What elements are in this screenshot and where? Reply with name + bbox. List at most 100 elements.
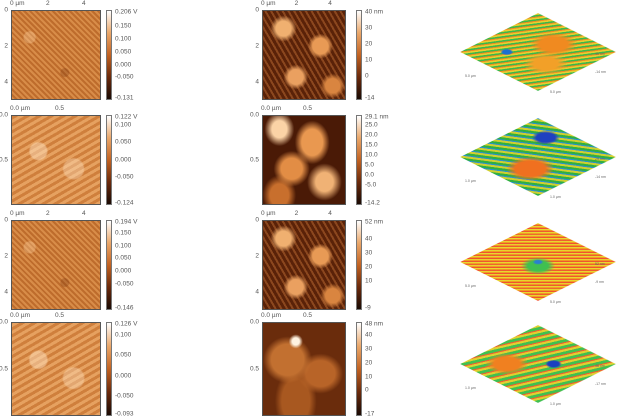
y-tick-label: 0.0 [0, 111, 8, 119]
colorbar-label: 0.000 [115, 372, 132, 380]
y-tick-label: 0.0 [0, 318, 8, 326]
height-image [262, 220, 346, 310]
x-tick-label: 0.0 µm [261, 312, 282, 319]
colorbar-label: 0.050 [115, 48, 132, 56]
y-tick-label: 0.5 [249, 365, 259, 373]
colorbar [356, 322, 362, 416]
colorbar-label: 0.100 [115, 121, 132, 129]
surface-axis-label: 29 nm [595, 157, 605, 161]
y-tick-label: 2 [4, 42, 8, 50]
colorbar-label: 0.122 V [115, 113, 138, 121]
surface-axis-label: 1.0 µm [550, 195, 561, 199]
colorbar-label: 40 [365, 331, 373, 339]
phase-image [11, 10, 101, 100]
x-tick-label: 4 [82, 210, 86, 217]
y-tick-label: 2 [255, 252, 259, 260]
colorbar-label: 15.0 [365, 141, 378, 149]
y-tick-label: 4 [4, 78, 8, 86]
surface-axis-label: -17 nm [595, 382, 606, 386]
colorbar-label: 20 [365, 263, 373, 271]
colorbar-label: 0.000 [115, 156, 132, 164]
surface-axis-label: 5.0 µm [465, 74, 476, 78]
colorbar-label: 0.050 [115, 351, 132, 359]
colorbar-label: -0.050 [115, 280, 134, 288]
colorbar-label: -14 [365, 94, 375, 102]
colorbar-label: 5.0 [365, 161, 375, 169]
colorbar-label: 20.0 [365, 131, 378, 139]
colorbar-label: 20 [365, 359, 373, 367]
colorbar-label: 40 nm [365, 8, 384, 16]
colorbar-label: 52 nm [365, 218, 384, 226]
surface-axis-label: 1.0 µm [465, 179, 476, 183]
colorbar [356, 10, 362, 100]
height-image [262, 322, 346, 416]
y-tick-label: 4 [255, 288, 259, 296]
colorbar-label: -0.146 [115, 304, 134, 312]
phase-image [11, 322, 101, 416]
y-tick-label: 0 [4, 6, 8, 14]
x-tick-label: 2 [294, 0, 299, 7]
x-tick-label: 0.5 [303, 312, 313, 319]
3d-surface [460, 118, 616, 196]
colorbar [106, 322, 112, 416]
colorbar-label: 0.050 [115, 254, 132, 262]
3d-surface [460, 325, 616, 403]
height-image [262, 10, 346, 100]
surface-axis-label: 5.0 µm [550, 90, 561, 94]
colorbar-label: 0.150 [115, 229, 132, 237]
colorbar-label: -0.050 [115, 73, 134, 81]
surface-axis-label: 5.0 µm [550, 300, 561, 304]
surface-axis-label: -14 nm [595, 70, 606, 74]
y-tick-label: 0.5 [0, 156, 8, 164]
3d-surface [460, 13, 616, 91]
height-image [262, 115, 346, 205]
surface-axis-label: -9 nm [595, 280, 604, 284]
phase-image [11, 220, 101, 310]
colorbar-label: 30 [365, 249, 373, 257]
colorbar-label: 0.126 V [115, 320, 138, 328]
x-tick-label: 2 [46, 0, 50, 7]
y-tick-label: 0 [255, 216, 259, 224]
colorbar-label: -0.093 [115, 410, 134, 418]
y-tick-label: 0.5 [0, 365, 8, 373]
colorbar-label: -0.050 [115, 173, 134, 181]
phase-image [11, 115, 101, 205]
x-tick-label: 4 [82, 0, 86, 7]
surface-axis-label: 1.0 µm [550, 402, 561, 406]
y-tick-label: 0.0 [249, 111, 259, 119]
3d-surface-panel: 52 nm -9 nm 5.0 µm 5.0 µm [455, 212, 620, 312]
surface-axis-label: 1.0 µm [465, 386, 476, 390]
3d-surface-panel: 29 nm -14 nm 1.0 µm 1.0 µm [455, 107, 620, 207]
colorbar-label: 10.0 [365, 151, 378, 159]
colorbar-label: 0.000 [115, 61, 132, 69]
colorbar-label: 0.100 [115, 242, 132, 250]
x-tick-label: 0 µm [261, 210, 276, 217]
colorbar [356, 115, 362, 205]
y-tick-label: 4 [4, 288, 8, 296]
colorbar-label: -9 [365, 304, 371, 312]
colorbar [106, 10, 112, 100]
colorbar-label: -5.0 [365, 181, 377, 189]
colorbar-label: 29.1 nm [365, 113, 389, 121]
x-tick-label: 0.5 [55, 312, 65, 319]
colorbar [356, 220, 362, 310]
y-tick-label: 0 [255, 6, 259, 14]
colorbar-label: -0.131 [115, 94, 134, 102]
colorbar-label: 0 [365, 386, 369, 394]
colorbar-label: -17 [365, 410, 375, 418]
y-tick-label: 0.0 [249, 318, 259, 326]
x-tick-label: 0.5 [303, 105, 313, 112]
colorbar-label: 20 [365, 40, 373, 48]
3d-surface-panel: 40 nm -14 nm 5.0 µm 5.0 µm [455, 2, 620, 102]
y-tick-label: 2 [4, 252, 8, 260]
surface-axis-label: -14 nm [595, 175, 606, 179]
x-tick-label: 0.0 µm [261, 105, 282, 112]
colorbar-label: 10 [365, 373, 373, 381]
colorbar [106, 115, 112, 205]
colorbar [106, 220, 112, 310]
y-tick-label: 0 [4, 216, 8, 224]
surface-axis-label: 40 nm [595, 52, 605, 56]
y-tick-label: 0.5 [249, 156, 259, 164]
x-tick-label: 0 µm [10, 0, 25, 7]
colorbar-label: 10 [365, 56, 373, 64]
